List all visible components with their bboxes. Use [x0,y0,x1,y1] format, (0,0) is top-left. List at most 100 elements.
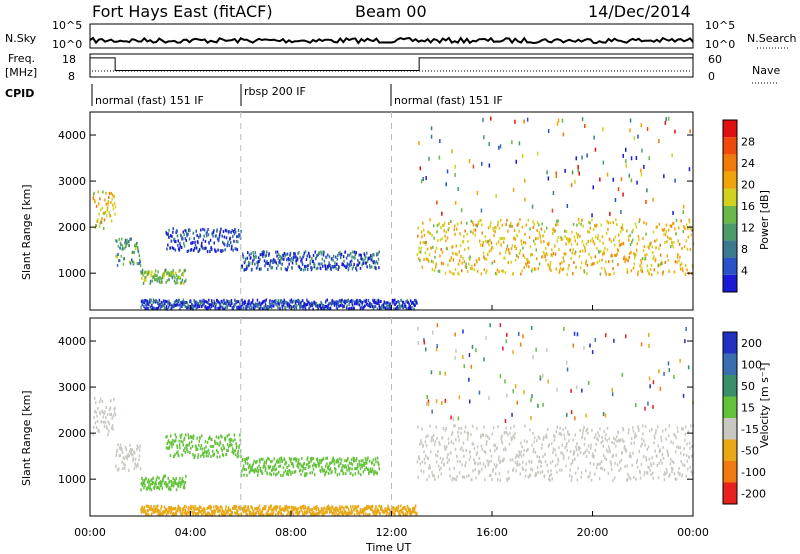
velocity-cell [442,457,444,461]
velocity-cell [188,510,191,514]
velocity-cell [432,438,434,442]
velocity-cell [680,451,682,455]
scatter-cell [546,170,548,175]
velocity-cell [555,430,558,434]
velocity-cell [611,441,613,444]
heatmap-cell [291,306,293,310]
heatmap-cell [510,247,513,251]
heatmap-cell [97,218,99,222]
heatmap-cell [314,263,316,267]
velocity-cell [530,460,533,464]
heatmap-cell [448,226,450,230]
heatmap-cell [428,231,430,235]
velocity-cell [204,440,207,444]
heatmap-cell [226,299,228,303]
velocity-cell [347,456,349,460]
heatmap-cell [305,303,308,307]
heatmap-cell [234,303,237,307]
velocity-cell [575,448,578,452]
scatter-cell [617,187,620,192]
velocity-cell [631,463,633,467]
velocity-cell [429,424,431,428]
velocity-scatter-cell [512,350,514,355]
heatmap-cell [595,235,597,239]
scatter-cell [674,129,676,134]
velocity-cell [199,446,202,450]
scatter-cell [672,211,674,215]
velocity-cell [180,483,182,487]
velocity-cell [167,476,169,480]
velocity-cell [460,427,463,430]
velocity-cell [592,452,594,456]
heatmap-cell [388,303,391,307]
heatmap-cell [297,252,299,255]
velocity-cell [592,462,595,466]
heatmap-cell [181,278,184,282]
velocity-cell [118,446,121,450]
heatmap-cell [159,302,161,306]
velocity-cell [208,451,210,455]
heatmap-cell [626,229,628,233]
heatmap-cell [359,299,361,303]
heatmap-cell [521,269,523,273]
velocity-cell [342,471,345,475]
velocity-cell [242,510,245,514]
velocity-cell [113,411,116,415]
heatmap-cell [216,228,218,232]
velocity-cell [195,446,198,450]
heatmap-cell [565,230,568,233]
velocity-cell [464,425,467,429]
velocity-cell [177,454,180,458]
velocity-cell [146,512,148,516]
velocity-cell [433,443,436,447]
velocity-cell [459,447,462,451]
velocity-cell [275,460,278,464]
heatmap-cell [689,247,692,251]
velocity-cell [141,481,143,485]
velocity-cell [140,482,143,486]
heatmap-cell [199,299,201,303]
velocity-cell [146,480,149,484]
velocity-cell [279,464,282,468]
heatmap-cell [381,305,384,309]
heatmap-cell [572,222,575,226]
heatmap-cell [276,250,279,254]
heatmap-cell [228,244,231,247]
velocity-cell [348,461,351,465]
velocity-cell [402,511,404,515]
velocity-cell [150,504,152,508]
heatmap-cell [360,300,362,304]
velocity-cell [498,455,500,459]
velocity-cell [621,438,624,442]
velocity-cell [311,464,314,468]
velocity-cell [226,434,228,438]
scatter-cell [594,147,597,152]
heatmap-cell [581,240,584,243]
heatmap-cell [154,269,157,273]
velocity-cell [154,509,157,513]
heatmap-cell [276,301,279,305]
velocity-cell [146,487,148,491]
heatmap-cell [394,298,396,302]
heatmap-cell [213,302,215,306]
heatmap-cell [142,273,144,277]
heatmap-cell [601,235,604,239]
heatmap-cell [517,223,519,226]
velocity-scatter-cell [658,369,660,374]
cpid-row: CPID normal (fast) 151 IF rbsp 200 IF no… [5,84,503,107]
heatmap-cell [336,257,339,261]
velocity-cell [551,459,554,463]
heatmap-cell [100,208,102,212]
velocity-cell [513,424,515,428]
velocity-cell [272,511,275,514]
heatmap-cell [322,304,325,307]
velocity-cell [138,458,140,462]
heatmap-cell [138,262,140,266]
velocity-scatter-cell [572,343,574,348]
heatmap-cell [353,262,355,266]
heatmap-cell [143,305,145,308]
velocity-cell [259,508,261,512]
heatmap-cell [266,306,269,310]
scatter-cell [625,159,627,164]
velocity-cell [272,467,275,471]
